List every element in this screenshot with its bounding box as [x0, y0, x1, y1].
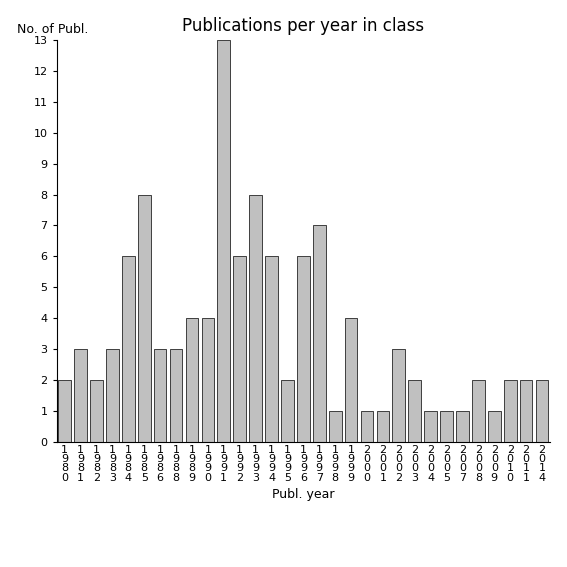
Bar [138, 194, 151, 442]
Bar [361, 411, 373, 442]
Bar [185, 319, 198, 442]
Bar [424, 411, 437, 442]
Bar [234, 256, 246, 442]
Bar [456, 411, 469, 442]
Bar [281, 380, 294, 442]
Bar [58, 380, 71, 442]
Bar [90, 380, 103, 442]
Bar [504, 380, 517, 442]
Title: Publications per year in class: Publications per year in class [182, 18, 425, 35]
Bar [488, 411, 501, 442]
Bar [122, 256, 135, 442]
Bar [345, 319, 357, 442]
Bar [249, 194, 262, 442]
Bar [376, 411, 390, 442]
Bar [74, 349, 87, 442]
Bar [472, 380, 485, 442]
Bar [408, 380, 421, 442]
Bar [265, 256, 278, 442]
Bar [106, 349, 119, 442]
Bar [329, 411, 341, 442]
Bar [297, 256, 310, 442]
Bar [217, 40, 230, 442]
Bar [392, 349, 405, 442]
Bar [313, 226, 325, 442]
Bar [440, 411, 453, 442]
Bar [154, 349, 167, 442]
Bar [201, 319, 214, 442]
Bar [170, 349, 183, 442]
Bar [536, 380, 548, 442]
X-axis label: Publ. year: Publ. year [272, 488, 335, 501]
Text: No. of Publ.: No. of Publ. [17, 23, 88, 36]
Bar [520, 380, 532, 442]
